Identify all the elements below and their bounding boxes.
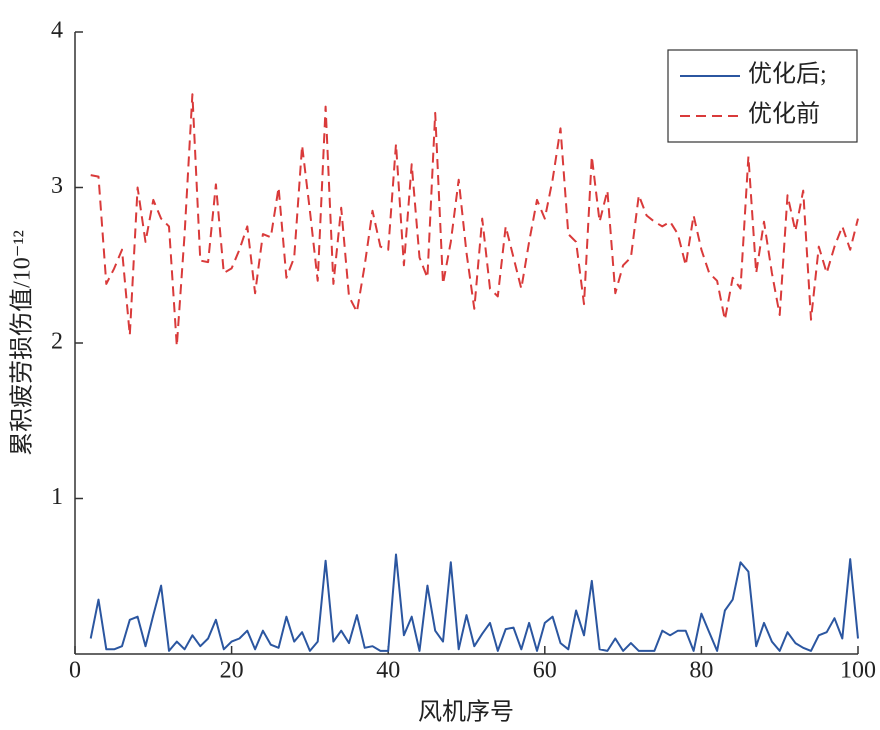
y-tick-label: 3 <box>51 173 63 199</box>
x-tick-label: 100 <box>840 658 876 684</box>
data-line <box>89 553 859 652</box>
x-tick-label: 80 <box>689 658 713 684</box>
y-tick-label: 1 <box>51 484 63 510</box>
x-axis-label: 风机序号 <box>418 699 514 726</box>
x-tick-label: 40 <box>376 658 400 684</box>
legend-box <box>667 49 858 143</box>
x-tick-label: 0 <box>69 658 81 684</box>
legend-label: 优化前 <box>748 101 820 128</box>
legend-label: 优化后; <box>748 61 827 88</box>
x-tick-label: 60 <box>533 658 557 684</box>
y-tick-label: 2 <box>51 329 63 355</box>
y-tick-label: 4 <box>51 18 63 44</box>
x-tick-label: 20 <box>220 658 244 684</box>
data-line <box>90 93 859 348</box>
y-axis-label: 累积疲劳损伤值/10⁻¹² <box>9 230 36 456</box>
